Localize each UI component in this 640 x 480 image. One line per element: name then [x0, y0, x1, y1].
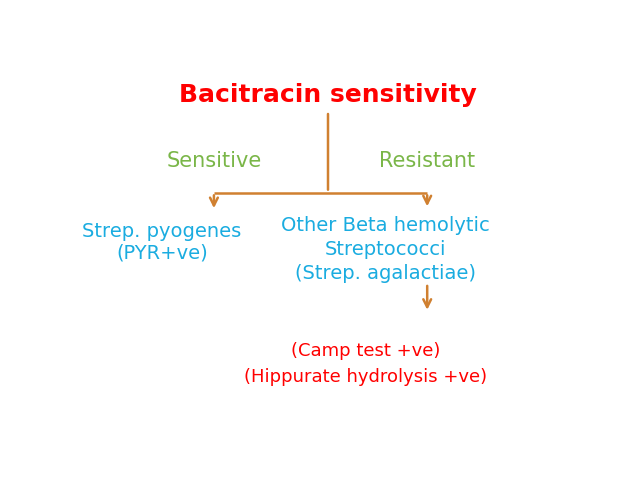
Text: (Strep. agalactiae): (Strep. agalactiae): [294, 264, 476, 283]
Text: Sensitive: Sensitive: [166, 151, 262, 171]
Text: Strep. pyogenes
(PYR+ve): Strep. pyogenes (PYR+ve): [82, 222, 241, 263]
Text: Bacitracin sensitivity: Bacitracin sensitivity: [179, 83, 477, 107]
Text: (Hippurate hydrolysis +ve): (Hippurate hydrolysis +ve): [244, 368, 487, 386]
Text: Other Beta hemolytic: Other Beta hemolytic: [281, 216, 490, 235]
Text: (Camp test +ve): (Camp test +ve): [291, 342, 440, 360]
Text: Resistant: Resistant: [379, 151, 476, 171]
Text: Streptococci: Streptococci: [324, 240, 446, 259]
